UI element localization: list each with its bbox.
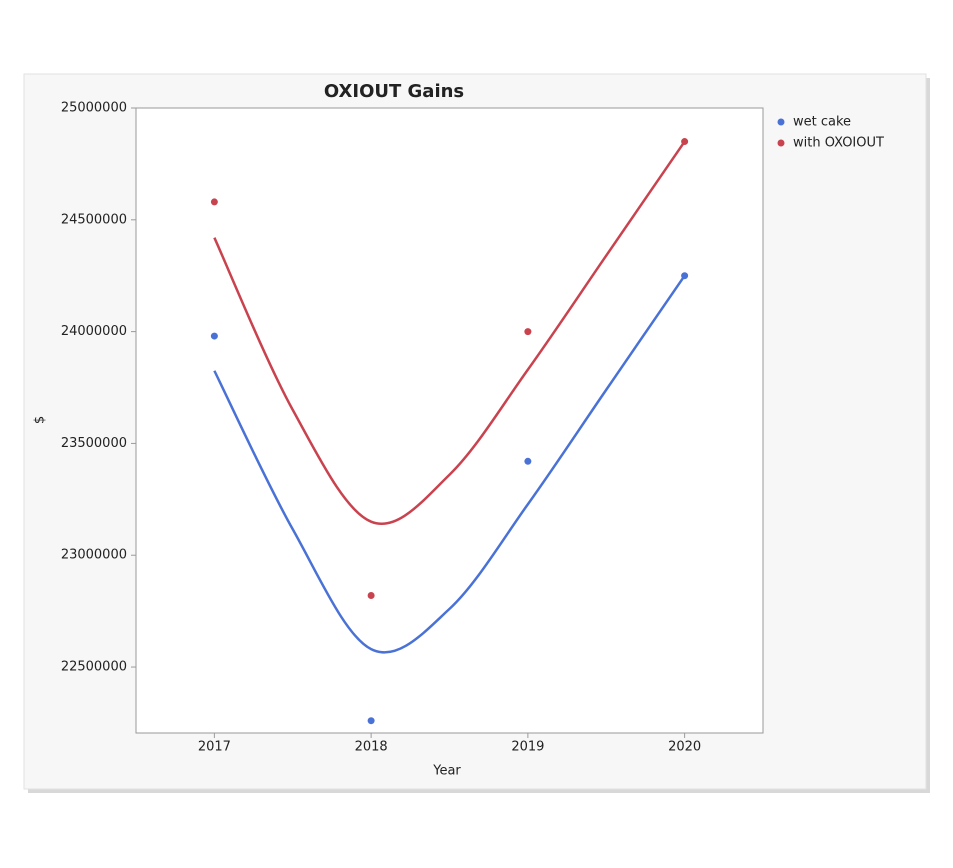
y-tick-label: 24500000 (61, 212, 127, 227)
legend-label: wet cake (793, 115, 851, 130)
data-point (681, 272, 689, 280)
x-axis-label: Year (432, 764, 461, 779)
y-axis-label: $ (33, 416, 48, 424)
legend-label: with OXOIOUT (793, 136, 884, 151)
y-tick-label: 25000000 (61, 101, 127, 116)
y-tick-label: 23500000 (61, 436, 127, 451)
fit-curve (213, 140, 686, 525)
y-tick-label: 24000000 (61, 324, 127, 339)
legend-marker (777, 139, 785, 147)
x-tick-label: 2019 (511, 740, 544, 755)
data-point (524, 457, 532, 465)
chart-title: OXIOUT Gains (324, 81, 464, 102)
y-tick-label: 22500000 (61, 660, 127, 675)
data-point (681, 138, 689, 146)
data-point (367, 717, 375, 725)
plot-area (135, 107, 764, 734)
y-tick-label: 23000000 (61, 548, 127, 563)
data-point (524, 328, 532, 336)
x-tick-label: 2017 (198, 740, 231, 755)
x-tick-label: 2018 (355, 740, 388, 755)
data-point (367, 591, 375, 599)
data-point (210, 332, 218, 340)
fit-curve (213, 275, 686, 654)
data-point (210, 198, 218, 206)
legend-marker (777, 118, 785, 126)
x-tick-label: 2020 (668, 740, 701, 755)
